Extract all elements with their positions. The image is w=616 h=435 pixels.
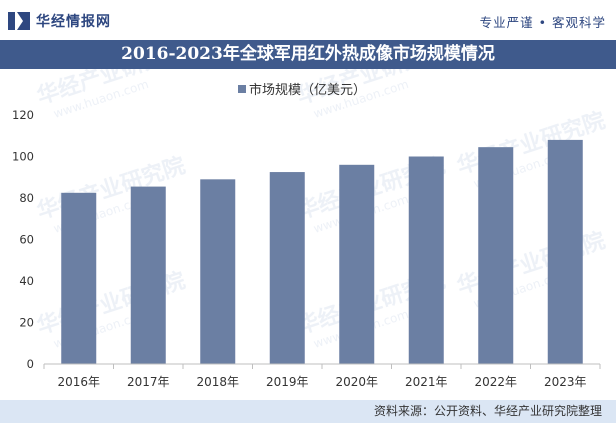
x-tick-label: 2022年	[474, 375, 517, 389]
bars	[61, 139, 583, 364]
bar	[408, 156, 444, 364]
y-tick-label: 120	[12, 108, 34, 122]
bar	[478, 147, 514, 364]
slogan: 专业严谨 • 客观科学	[479, 15, 606, 30]
bar	[130, 186, 166, 364]
x-tick-label: 2021年	[405, 375, 448, 389]
x-tick-label: 2020年	[335, 375, 378, 389]
y-tick-label: 60	[19, 233, 34, 247]
bar	[547, 139, 583, 364]
title-bar: 2016-2023年全球军用红外热成像市场规模情况	[0, 40, 616, 69]
logo-icon	[8, 12, 30, 30]
bottom-strip	[0, 423, 616, 435]
legend: 市场规模（亿美元）	[238, 82, 366, 98]
logo: 华经情报网	[8, 11, 111, 31]
legend-label: 市场规模（亿美元）	[249, 82, 366, 98]
y-tick-label: 80	[19, 191, 34, 205]
bar	[200, 179, 236, 364]
y-tick-label: 100	[12, 150, 34, 164]
x-tick-label: 2016年	[57, 375, 100, 389]
x-tick-label: 2017年	[127, 375, 170, 389]
bar	[339, 164, 375, 364]
x-tick-label: 2018年	[196, 375, 239, 389]
bar	[61, 192, 97, 364]
x-axis: 2016年 2017年 2018年 2019年 2020年 2021年 2022年 2023年	[43, 363, 601, 389]
y-tick-label: 40	[19, 274, 34, 288]
y-axis: 0 20 40 60 80 100 120	[12, 108, 34, 371]
y-tick-label: 20	[19, 316, 34, 330]
y-tick-label: 0	[27, 357, 34, 371]
footer-bar: 资料来源：公开资料、华经产业研究院整理	[0, 400, 616, 423]
x-tick-label: 2019年	[266, 375, 309, 389]
chart-title: 2016-2023年全球军用红外热成像市场规模情况	[121, 44, 495, 64]
source-note: 资料来源：公开资料、华经产业研究院整理	[373, 404, 602, 418]
bar	[269, 172, 305, 364]
logo-text: 华经情报网	[36, 14, 111, 30]
x-tick-label: 2023年	[544, 375, 587, 389]
top-header: 华经情报网 专业严谨 • 客观科学	[0, 0, 616, 40]
legend-swatch	[238, 85, 246, 93]
